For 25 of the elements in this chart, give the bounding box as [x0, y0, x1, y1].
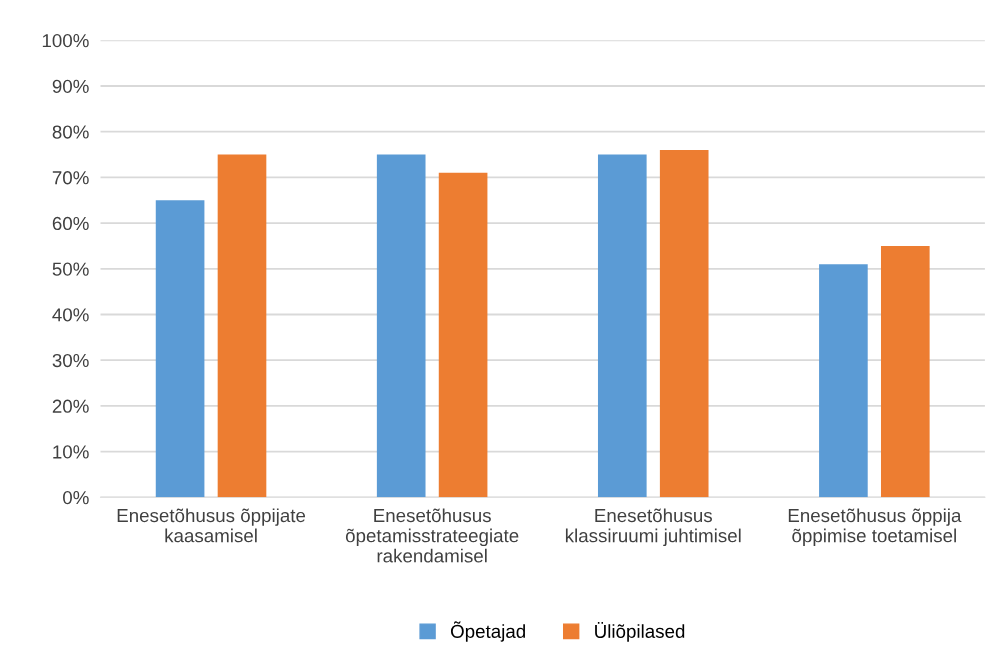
y-tick-label: 40% [52, 308, 89, 322]
bar [819, 264, 868, 498]
y-tick-label: 0% [63, 490, 89, 505]
bar [217, 154, 267, 498]
y-tick-label: 90% [52, 79, 89, 93]
x-tick-label: Enesetõhusus õppija õppimise toetamisel [788, 508, 962, 547]
y-tick-label: 80% [52, 125, 89, 139]
y-tick-label: 70% [52, 171, 89, 185]
bar [438, 172, 488, 498]
y-tick-label: 30% [52, 353, 89, 368]
x-tick-label: Enesetõhusus klassiruumi juhtimisel [565, 508, 741, 547]
legend-label: Üliõpilased [595, 622, 685, 642]
y-tick-label: 20% [52, 399, 89, 413]
y-tick-label: 10% [53, 445, 89, 459]
y-tick-label: 60% [52, 216, 89, 231]
x-tick-label: Enesetõhusus õppijate kaasamisel [117, 508, 306, 543]
bar [659, 149, 709, 498]
y-tick-label: 100% [42, 34, 89, 48]
bar [597, 154, 647, 498]
legend-label: Õpetajad [450, 621, 525, 642]
bar [376, 154, 426, 498]
bar [155, 200, 205, 498]
bar [880, 245, 930, 498]
x-tick-label: Enesetõhusus õpetamisstrateegiate rakendamisel [345, 508, 519, 563]
y-tick-label: 50% [52, 262, 89, 276]
